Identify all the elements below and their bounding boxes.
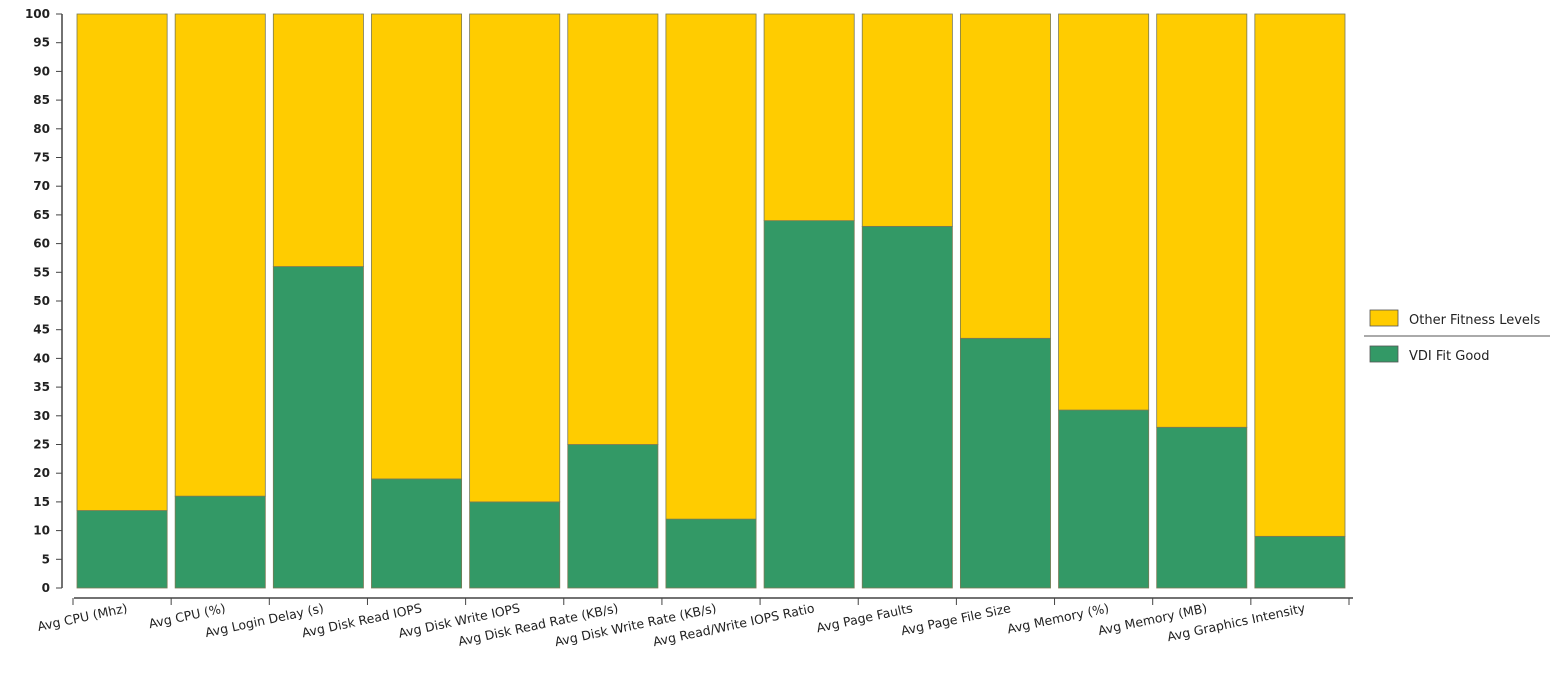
y-tick-label: 65	[33, 208, 50, 222]
y-tick-label: 75	[33, 151, 50, 165]
bar-segment	[1156, 426, 1248, 589]
y-tick-label: 0	[42, 581, 50, 595]
y-tick-label: 10	[33, 524, 50, 538]
x-category-label: Avg Memory (%)	[1006, 600, 1110, 636]
legend-swatch	[1369, 309, 1399, 327]
bar-segment	[174, 495, 266, 589]
y-tick-label: 45	[33, 323, 50, 337]
y-tick-label: 15	[33, 495, 50, 509]
x-category-label: Avg Page File Size	[899, 600, 1012, 638]
bar-segment	[959, 337, 1051, 589]
y-tick-label: 5	[42, 552, 50, 566]
y-tick-label: 35	[33, 380, 50, 394]
bar-segment	[665, 13, 757, 520]
legend: Other Fitness Levels VDI Fit Good	[1364, 309, 1550, 364]
legend-label: Other Fitness Levels	[1409, 313, 1541, 328]
legend-swatch	[1369, 345, 1399, 363]
y-axis: 0 5 10 15 20 25 30 35 40 45 50 55 60 65 70 75 80 85 90 95 10…	[25, 7, 63, 595]
bar-segment	[861, 225, 953, 589]
bar-segment	[371, 13, 463, 480]
bar-segment	[763, 220, 855, 589]
bar-segment	[1058, 13, 1150, 411]
bar-segment	[567, 444, 659, 589]
bar-segment	[1058, 409, 1150, 589]
y-tick-label: 95	[33, 36, 50, 50]
y-tick-label: 60	[33, 237, 50, 251]
bar-segment	[763, 13, 855, 222]
bar-segment	[174, 13, 266, 497]
bar-segment	[1156, 13, 1248, 428]
y-tick-label: 55	[33, 265, 50, 279]
y-tick-label: 70	[33, 179, 50, 193]
bars	[76, 13, 1346, 589]
x-axis: Avg CPU (Mhz) Avg CPU (%)Avg Login Delay …	[36, 597, 1353, 649]
bar-segment	[469, 501, 561, 589]
legend-label: VDI Fit Good	[1409, 349, 1489, 364]
y-tick-label: 30	[33, 409, 50, 423]
y-tick-label: 20	[33, 466, 50, 480]
x-category-label: Avg CPU (Mhz)	[36, 600, 129, 634]
x-category-label: Avg Page Faults	[815, 600, 914, 635]
y-tick-label: 85	[33, 93, 50, 107]
bar-segment	[959, 13, 1051, 339]
y-tick-label: 80	[33, 122, 50, 136]
bar-segment	[567, 13, 659, 445]
bar-segment	[272, 13, 364, 267]
bar-segment	[371, 478, 463, 589]
bar-segment	[76, 13, 168, 511]
bar-segment	[665, 518, 757, 589]
y-tick-label: 100	[25, 7, 50, 21]
bar-segment	[76, 510, 168, 589]
bar-segment	[1254, 535, 1346, 589]
bar-segment	[272, 266, 364, 589]
y-tick-label: 25	[33, 438, 50, 452]
y-tick-label: 40	[33, 351, 50, 365]
bar-segment	[861, 13, 953, 227]
bar-segment	[1254, 13, 1346, 537]
y-tick-label: 90	[33, 64, 50, 78]
y-tick-label: 50	[33, 294, 50, 308]
bar-segment	[469, 13, 561, 503]
